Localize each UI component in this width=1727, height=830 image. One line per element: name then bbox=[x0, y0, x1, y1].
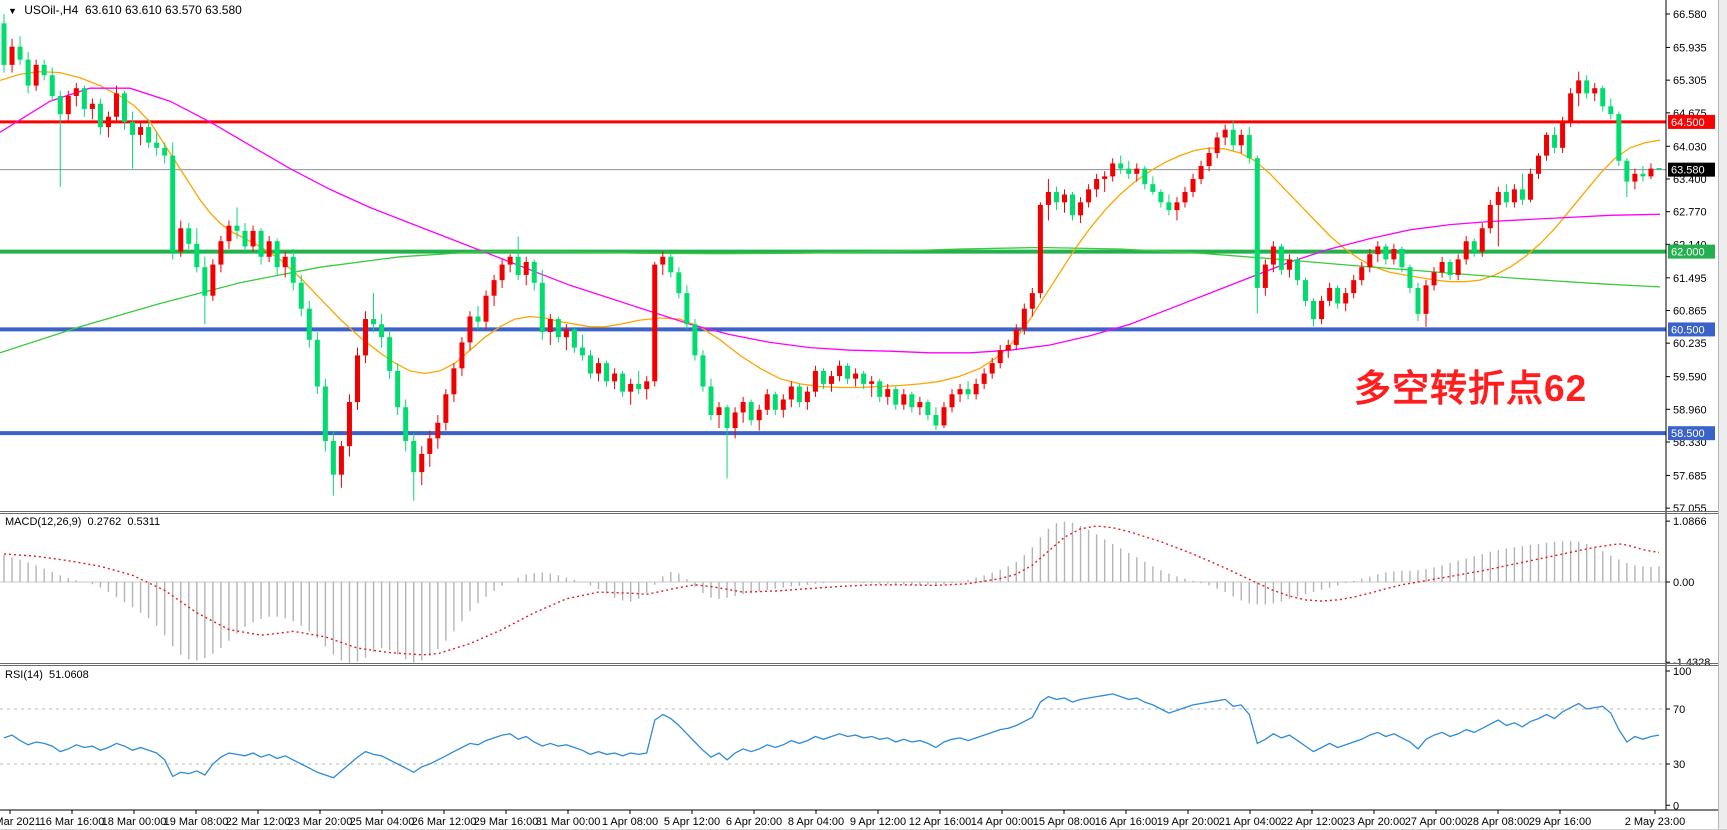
chart-text-annotation: 多空转折点62 bbox=[1354, 368, 1588, 409]
ma-layer bbox=[0, 246, 1661, 354]
rsi-axis-label: 70 bbox=[1673, 704, 1685, 716]
price-badges: 64.500 63.580 62.000 60.500 58.500 bbox=[1668, 114, 1715, 441]
time-label: 29 Mar 16:00 bbox=[474, 816, 539, 828]
time-label: 15 Mar 2021 bbox=[0, 816, 41, 828]
ohlc-low: 63.570 bbox=[165, 3, 202, 17]
rsi-indicator-label: RSI(14) 51.0608 bbox=[5, 669, 89, 681]
price-badge bbox=[1668, 114, 1715, 129]
price-tick-label: 66.580 bbox=[1673, 9, 1707, 21]
price-tick-label: 63.400 bbox=[1673, 174, 1707, 186]
symbol-header: ▼ USOil-,H4 63.610 63.610 63.570 63.580 bbox=[8, 3, 242, 17]
time-label: 25 Mar 04:00 bbox=[350, 816, 415, 828]
time-label: 21 Apr 04:00 bbox=[1219, 816, 1281, 828]
time-label: 22 Mar 12:00 bbox=[226, 816, 291, 828]
price-tick-label: 57.685 bbox=[1673, 470, 1707, 482]
price-badge bbox=[1668, 322, 1715, 337]
rsi-gridlines bbox=[0, 708, 1666, 765]
price-tick-label: 58.960 bbox=[1673, 404, 1707, 416]
panel-separator bbox=[0, 665, 1718, 666]
candles-layer bbox=[1, 14, 1662, 501]
macd-indicator-label: MACD(12,26,9) 0.2762 0.5311 bbox=[5, 516, 160, 528]
svg-text:62.000: 62.000 bbox=[1671, 247, 1705, 259]
rsi-axis-label: 0 bbox=[1673, 800, 1679, 812]
time-label: 27 Apr 00:00 bbox=[1405, 816, 1467, 828]
time-label: 19 Apr 20:00 bbox=[1157, 816, 1219, 828]
price-tick-label: 64.030 bbox=[1673, 141, 1707, 153]
panel-separator bbox=[0, 511, 1718, 512]
svg-text:58.500: 58.500 bbox=[1671, 428, 1705, 440]
time-label: 5 Apr 12:00 bbox=[664, 816, 720, 828]
time-label: 22 Apr 12:00 bbox=[1281, 816, 1343, 828]
time-label: 9 Apr 12:00 bbox=[850, 816, 906, 828]
panel-separator bbox=[0, 663, 1718, 664]
rsi-axis-label: 30 bbox=[1673, 759, 1685, 771]
ma-slow-green bbox=[0, 246, 1661, 354]
vertical-scrollbar[interactable] bbox=[1718, 0, 1727, 830]
time-label: 29 Apr 16:00 bbox=[1529, 816, 1591, 828]
macd-axis-label: 0.00 bbox=[1673, 577, 1694, 589]
rsi-axis-label: 100 bbox=[1673, 666, 1691, 678]
macd-axis-label: 1.0866 bbox=[1673, 516, 1707, 528]
time-label: 23 Apr 20:00 bbox=[1343, 816, 1405, 828]
macd-histogram bbox=[3, 521, 1660, 663]
price-tick-label: 65.935 bbox=[1673, 42, 1707, 54]
time-label: 12 Apr 16:00 bbox=[909, 816, 971, 828]
ohlc-close: 63.580 bbox=[205, 3, 242, 17]
time-label: 1 Apr 08:00 bbox=[602, 816, 658, 828]
time-label: 26 Mar 12:00 bbox=[412, 816, 477, 828]
symbol-dropdown-icon[interactable]: ▼ bbox=[8, 6, 17, 16]
time-label: 28 Apr 08:00 bbox=[1467, 816, 1529, 828]
svg-text:60.500: 60.500 bbox=[1671, 324, 1705, 336]
time-label: 2 May 23:00 bbox=[1625, 816, 1686, 828]
macd-value-signal: 0.5311 bbox=[127, 516, 161, 528]
time-label: 19 Mar 08:00 bbox=[164, 816, 229, 828]
price-axis-ticks: 66.58065.93565.30564.67564.03063.40062.7… bbox=[1666, 9, 1707, 515]
symbol-period-label: USOil-,H4 bbox=[24, 3, 79, 17]
price-badge bbox=[1668, 244, 1715, 259]
time-label: 18 Mar 00:00 bbox=[102, 816, 167, 828]
panel-separator bbox=[0, 513, 1718, 514]
rsi-name: RSI(14) bbox=[5, 669, 43, 681]
time-label: 16 Apr 16:00 bbox=[1095, 816, 1157, 828]
price-tick-label: 60.865 bbox=[1673, 305, 1707, 317]
time-label: 23 Mar 20:00 bbox=[288, 816, 353, 828]
price-tick-label: 60.235 bbox=[1673, 338, 1707, 350]
price-badge bbox=[1668, 162, 1715, 177]
ma-mid-magenta bbox=[0, 87, 1661, 354]
time-label: 6 Apr 20:00 bbox=[726, 816, 782, 828]
svg-text:63.580: 63.580 bbox=[1671, 165, 1705, 177]
price-tick-label: 65.305 bbox=[1673, 75, 1707, 87]
macd-name: MACD(12,26,9) bbox=[5, 516, 82, 528]
price-tick-label: 62.770 bbox=[1673, 207, 1707, 219]
time-label: 8 Apr 04:00 bbox=[788, 816, 844, 828]
ohlc-high: 63.610 bbox=[125, 3, 162, 17]
rsi-line bbox=[3, 693, 1660, 779]
ma-layer bbox=[0, 87, 1661, 354]
chart-plot-area[interactable] bbox=[0, 0, 1666, 810]
svg-text:64.500: 64.500 bbox=[1671, 117, 1705, 129]
price-tick-label: 59.590 bbox=[1673, 372, 1707, 384]
ohlc-open: 63.610 bbox=[84, 3, 122, 17]
price-tick-label: 57.055 bbox=[1673, 503, 1707, 515]
macd-value-main: 0.2762 bbox=[87, 516, 122, 528]
price-tick-label: 61.495 bbox=[1673, 273, 1707, 285]
time-label: 31 Mar 00:00 bbox=[536, 816, 601, 828]
time-label: 14 Apr 00:00 bbox=[971, 816, 1033, 828]
rsi-value: 51.0608 bbox=[49, 669, 89, 681]
time-label: 15 Apr 08:00 bbox=[1033, 816, 1095, 828]
price-badge bbox=[1668, 426, 1715, 441]
time-label: 16 Mar 16:00 bbox=[40, 816, 105, 828]
